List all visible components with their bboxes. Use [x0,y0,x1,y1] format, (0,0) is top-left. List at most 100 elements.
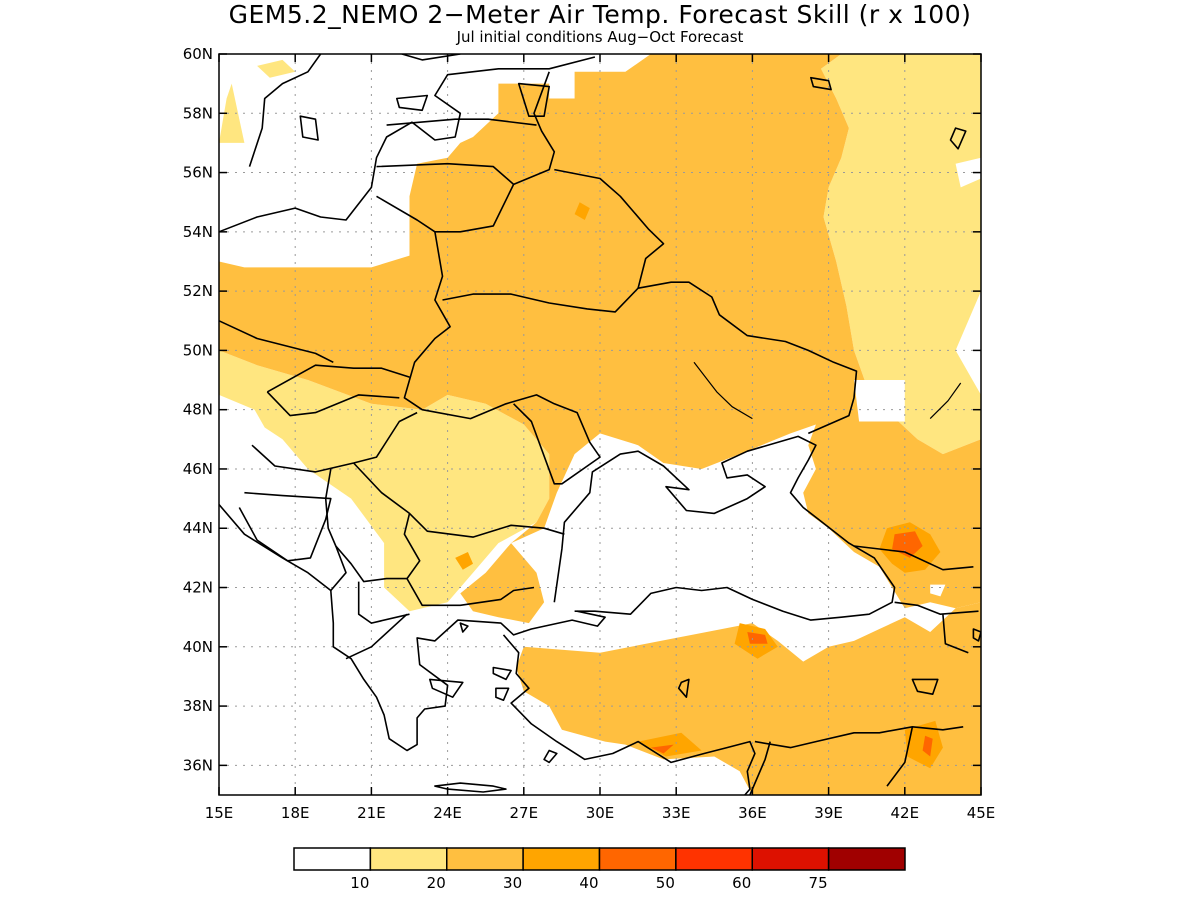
colorbar-swatch [751,847,830,871]
lon-tick-label: 27E [510,804,539,822]
border-line-9 [376,162,515,186]
skill-region-30-40-9 [638,732,702,757]
skill-region-20-30-5 [516,602,981,795]
skill-region-10-20-1 [219,83,245,143]
lat-tick-label: 44N [183,519,213,537]
border-line-12 [442,281,858,435]
lake-line-41 [911,678,939,696]
skill-region-10-20-2 [257,59,296,78]
island-line-33 [459,622,469,633]
colorbar-swatch [293,847,372,871]
skill-region-below-10-16 [854,380,905,422]
gridlines [219,54,981,795]
river-line-44 [693,361,753,420]
colorbar-label: 30 [503,874,522,892]
border-line-21 [324,468,407,583]
river-line-45 [929,382,962,420]
colorbar-label: 75 [809,874,828,892]
skill-region-30-40-11 [455,552,473,570]
lon-tick-label: 24E [433,804,462,822]
colorbar-swatch [369,847,448,871]
skill-region-40-50-14 [922,735,933,757]
lake-line-7 [949,127,967,150]
lat-tick-label: 40N [183,638,213,656]
lake-line-43 [677,678,690,699]
colorbar: 10 20 30 40 50 60 75 [293,847,906,892]
border-line-14 [403,379,601,485]
lon-tick-label: 45E [967,804,996,822]
colorbar-swatch [827,847,906,871]
border-line-16 [219,320,334,364]
border-line-10 [386,118,537,126]
border-line-24 [357,581,410,624]
border-line-19 [353,462,565,538]
skill-region-30-40-10 [574,202,590,220]
skill-region-10-20-0 [219,350,550,612]
lat-tick-label: 54N [183,223,213,241]
colorbar-label: 50 [656,874,675,892]
lat-tick-label: 58N [183,104,213,122]
border-line-11 [408,231,451,381]
island-line-4 [395,94,429,112]
island-line-29 [492,666,512,681]
coast-line-26 [219,503,606,752]
lon-tick-label: 15E [205,804,234,822]
skill-region-40-50-13 [747,632,768,644]
lat-tick-label: 38N [183,697,213,715]
lat-tick-label: 52N [183,282,213,300]
island-line-3 [299,115,319,141]
colorbar-label: 40 [579,874,598,892]
skill-region-below-10-17 [930,584,946,597]
lat-tick-label: 36N [183,756,213,774]
skill-fill-layer [219,54,981,795]
lon-tick-label: 39E [814,804,843,822]
border-line-25 [345,613,408,660]
border-line-17 [266,391,400,417]
lon-tick-label: 30E [586,804,615,822]
border-line-13 [554,168,665,289]
border-line-35 [894,601,979,616]
border-line-20 [403,513,535,607]
colorbar-label: 20 [427,874,446,892]
lat-tick-label: 46N [183,460,213,478]
coast-line-27 [502,634,756,795]
coast-line-1 [248,54,322,167]
lat-tick-label: 48N [183,401,213,419]
border-line-37 [942,614,969,654]
border-line-38 [754,725,964,749]
colorbar-swatch [522,847,601,871]
island-line-28 [434,782,507,793]
coast-line-34 [553,435,896,621]
colorbar-swatch [598,847,677,871]
island-line-31 [428,678,464,699]
coast-line-2 [401,54,461,61]
lake-line-42 [972,628,981,642]
lake-line-5 [517,82,551,117]
lake-line-6 [809,76,832,91]
skill-region-40-50-15 [650,744,674,754]
lat-tick-label: 60N [183,45,213,63]
axis-ticks: 15E 18E 21E 24E 27E 30E 33E 36E 39E 42E 45E 36N 38N 4… [183,45,996,822]
colorbar-swatch [446,847,524,871]
coastlines-and-borders [219,54,981,795]
island-line-32 [543,749,558,764]
lat-tick-label: 50N [183,341,213,359]
colorbar-label: 60 [732,874,751,892]
lat-tick-label: 42N [183,579,213,597]
lon-tick-label: 18E [281,804,310,822]
skill-region-10-20-3 [821,54,981,455]
lon-tick-label: 36E [738,804,767,822]
skill-region-20-30-4 [219,54,981,624]
figure-subtitle: Jul initial conditions Aug−Oct Forecast [456,28,744,46]
border-line-22 [238,491,332,562]
colorbar-swatch [675,847,753,871]
border-line-40 [886,726,914,787]
border-line-39 [749,741,771,795]
border-line-15 [266,364,410,393]
lon-tick-label: 42E [891,804,920,822]
lon-tick-label: 21E [357,804,386,822]
lat-tick-label: 56N [183,164,213,182]
border-line-36 [853,545,974,571]
lon-tick-label: 33E [662,804,691,822]
